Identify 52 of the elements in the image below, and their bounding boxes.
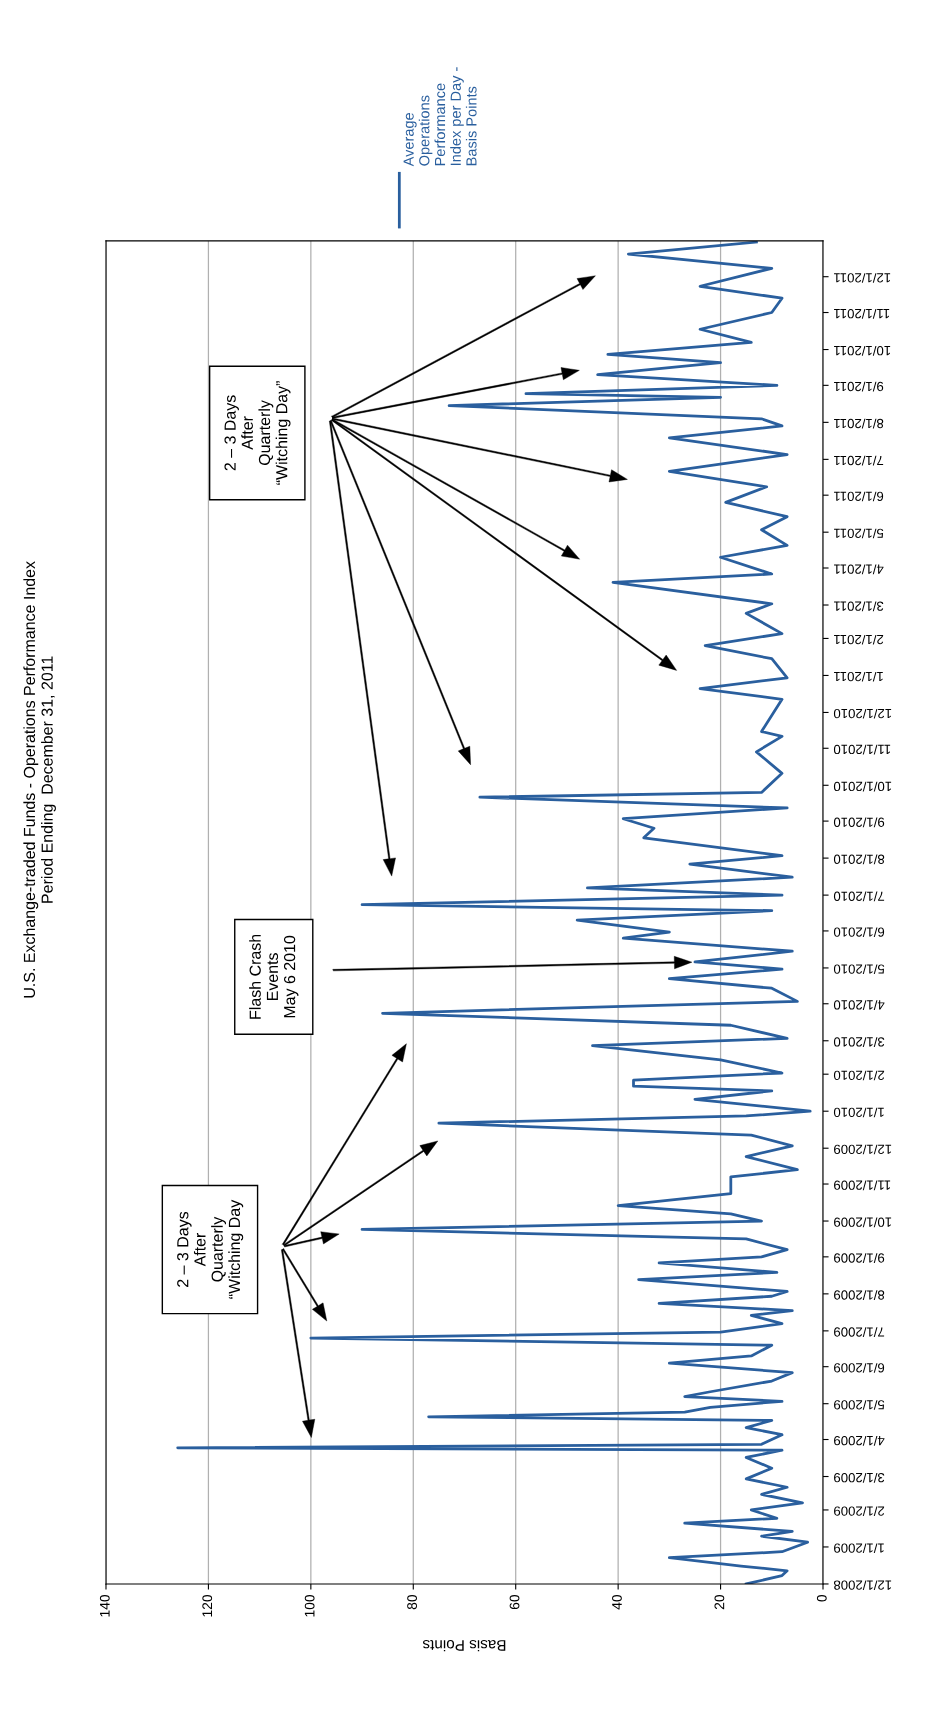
y-tick-label: 11/1/2009	[834, 1180, 891, 1191]
y-tick-label: 7/1/2010	[833, 891, 885, 902]
x-tick-label: 60	[509, 1594, 520, 1610]
x-tick-label: 100	[304, 1594, 315, 1617]
y-tick-label: 9/1/2011	[834, 381, 884, 392]
y-tick-label: 1/1/2009	[834, 1543, 884, 1554]
y-tick-label: 5/1/2010	[833, 964, 885, 975]
y-tick-label: 6/1/2009	[834, 1363, 885, 1373]
y-tick-label: 7/1/2011	[834, 455, 884, 466]
y-tick-label: 1/1/2011	[834, 671, 883, 682]
y-tick-label: 4/1/2010	[833, 1000, 885, 1010]
y-tick-label: 9/1/2009	[834, 1253, 885, 1263]
y-tick-label: 3/1/2009	[834, 1472, 885, 1483]
y-tick-label: 3/1/2011	[834, 601, 884, 612]
x-tick-label: 120	[202, 1594, 213, 1617]
x-tick-label: 40	[612, 1594, 622, 1610]
y-tick-label: 2/1/2009	[834, 1506, 885, 1517]
y-tick-label: 1/1/2010	[833, 1107, 884, 1118]
y-tick-label: 2/1/2010	[833, 1070, 885, 1081]
text: U.S. Exchange-traded Funds - Operations Performance Index	[23, 561, 39, 998]
y-tick-label: 9/1/2010	[833, 817, 885, 828]
y-tick-label: 8/1/2011	[834, 418, 884, 429]
x-tick-label: 0	[816, 1594, 827, 1602]
y-tick-label: 7/1/2009	[834, 1327, 885, 1338]
x-tick-label: 140	[99, 1594, 110, 1617]
y-tick-label: 8/1/2010	[833, 854, 885, 865]
text: Average Operations Performance Index per Day - Basis Points	[403, 67, 477, 167]
y-tick-label: 12/1/2011	[834, 273, 891, 283]
x-tick-label: 20	[714, 1594, 725, 1610]
text: Period Ending December 31, 2011	[41, 656, 56, 903]
x-tick-label: 80	[407, 1594, 418, 1610]
y-tick-label: 3/1/2010	[833, 1037, 885, 1047]
y-tick-label: 8/1/2009	[834, 1290, 885, 1301]
y-tick-label: 6/1/2011	[834, 491, 884, 502]
y-tick-label: 4/1/2011	[834, 564, 884, 575]
y-tick-label: 12/1/2008	[833, 1580, 892, 1591]
y-tick-label: 5/1/2009	[834, 1400, 885, 1410]
y-tick-label: 11/1/2010	[833, 744, 891, 755]
y-tick-label: 12/1/2009	[834, 1144, 892, 1155]
y-tick-label: 4/1/2009	[834, 1435, 885, 1446]
y-tick-label: 10/1/2010	[833, 781, 892, 792]
y-tick-label: 6/1/2010	[833, 927, 885, 938]
y-tick-label: 10/1/2011	[834, 345, 891, 356]
y-tick-label: 2/1/2011	[834, 634, 884, 645]
y-tick-label: 5/1/2011	[834, 528, 884, 539]
annotation: 2 – 3 Days After Quarterly “Witching Day”	[224, 381, 291, 485]
y-tick-label: 10/1/2009	[834, 1217, 892, 1228]
annotation: Flash Crash Events May 6 2010	[249, 934, 299, 1019]
y-tick-label: 11/1/2011	[834, 308, 890, 319]
annotation: 2 – 3 Days After Quarterly “Witching Day	[177, 1199, 244, 1299]
y-tick-label: 12/1/2010	[833, 708, 892, 719]
x-axis-title: Basis Points	[423, 1640, 506, 1652]
